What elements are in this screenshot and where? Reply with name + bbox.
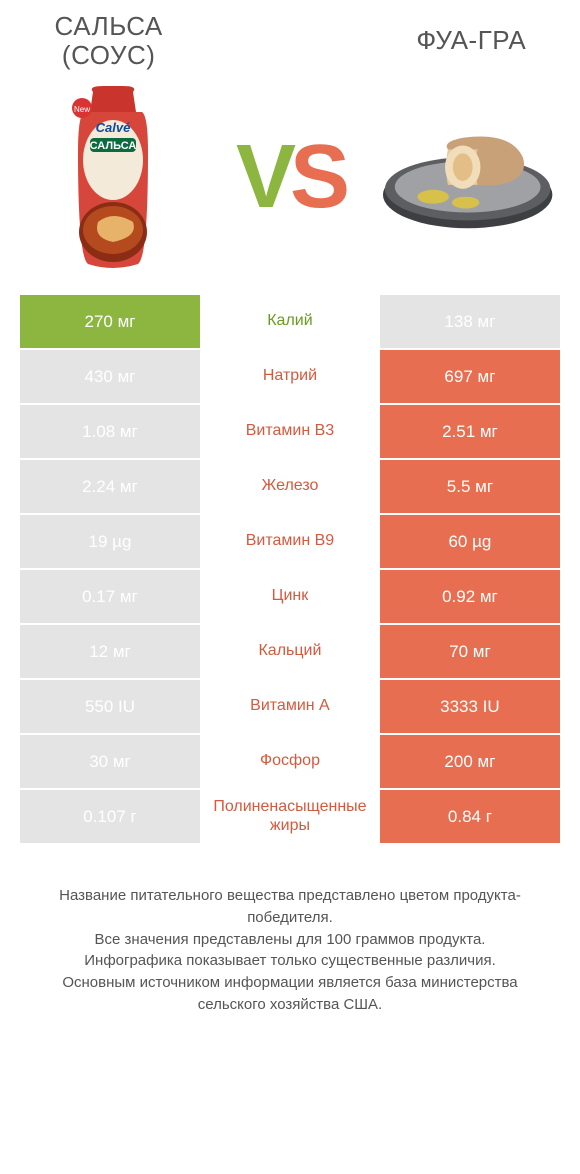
cell-right-value: 2.51 мг	[380, 405, 560, 460]
cell-left-value: 1.08 мг	[20, 405, 200, 460]
cell-left-value: 270 мг	[20, 295, 200, 350]
cell-left-value: 2.24 мг	[20, 460, 200, 515]
table-row: 0.17 мгЦинк0.92 мг	[20, 570, 560, 625]
vs-text: VS	[236, 132, 344, 222]
cell-right-value: 697 мг	[380, 350, 560, 405]
table-row: 0.107 гПолиненасыщенные жиры0.84 г	[20, 790, 560, 845]
title-left-line2: (СОУС)	[18, 41, 199, 70]
table-row: 30 мгФосфор200 мг	[20, 735, 560, 790]
cell-nutrient-label: Натрий	[200, 350, 380, 405]
cell-left-value: 0.107 г	[20, 790, 200, 845]
cell-right-value: 138 мг	[380, 295, 560, 350]
table-row: 430 мгНатрий697 мг	[20, 350, 560, 405]
cell-right-value: 70 мг	[380, 625, 560, 680]
cell-nutrient-label: Цинк	[200, 570, 380, 625]
cell-left-value: 0.17 мг	[20, 570, 200, 625]
header-row: САЛЬСА (СОУС) ФУА-ГРА	[0, 0, 580, 75]
cell-nutrient-label: Калий	[200, 295, 380, 350]
cell-right-value: 5.5 мг	[380, 460, 560, 515]
salsa-pouch-icon: САЛЬСА Calvé New	[58, 82, 168, 272]
infographic-root: САЛЬСА (СОУС) ФУА-ГРА САЛЬСА Calvé New	[0, 0, 580, 1046]
cell-right-value: 0.84 г	[380, 790, 560, 845]
cell-right-value: 60 µg	[380, 515, 560, 570]
cell-right-value: 200 мг	[380, 735, 560, 790]
table-row: 1.08 мгВитамин B32.51 мг	[20, 405, 560, 460]
cell-right-value: 3333 IU	[380, 680, 560, 735]
cell-left-value: 19 µg	[20, 515, 200, 570]
cell-left-value: 550 IU	[20, 680, 200, 735]
footer-line-2: Все значения представлены для 100 граммо…	[30, 929, 550, 951]
table-row: 2.24 мгЖелезо5.5 мг	[20, 460, 560, 515]
svg-text:САЛЬСА: САЛЬСА	[89, 140, 136, 152]
table-row: 12 мгКальций70 мг	[20, 625, 560, 680]
footer-line-3: Инфографика показывает только существенн…	[30, 950, 550, 972]
cell-nutrient-label: Полиненасыщенные жиры	[200, 790, 380, 845]
vs-box: VS	[201, 132, 378, 222]
table-row: 550 IUВитамин A3333 IU	[20, 680, 560, 735]
cell-nutrient-label: Витамин A	[200, 680, 380, 735]
footer-line-1: Название питательного вещества представл…	[30, 885, 550, 929]
title-right-text: ФУА-ГРА	[416, 25, 526, 55]
product-image-left: САЛЬСА Calvé New	[24, 82, 201, 272]
cell-nutrient-label: Железо	[200, 460, 380, 515]
nutrient-table: 270 мгКалий138 мг430 мгНатрий697 мг1.08 …	[20, 295, 560, 845]
title-right: ФУА-ГРА	[381, 12, 562, 55]
title-left-line1: САЛЬСА	[55, 11, 163, 41]
footer-line-4: Основным источником информации является …	[30, 972, 550, 1016]
cell-left-value: 12 мг	[20, 625, 200, 680]
svg-text:New: New	[74, 105, 90, 114]
vs-letter-s: S	[290, 127, 344, 227]
table-row: 270 мгКалий138 мг	[20, 295, 560, 350]
title-left: САЛЬСА (СОУС)	[18, 12, 199, 69]
cell-nutrient-label: Витамин B9	[200, 515, 380, 570]
foie-gras-plate-icon	[379, 117, 556, 237]
table-row: 19 µgВитамин B960 µg	[20, 515, 560, 570]
cell-left-value: 430 мг	[20, 350, 200, 405]
cell-nutrient-label: Витамин B3	[200, 405, 380, 460]
vs-letter-v: V	[236, 127, 290, 227]
product-image-right	[379, 117, 556, 237]
cell-left-value: 30 мг	[20, 735, 200, 790]
cell-nutrient-label: Фосфор	[200, 735, 380, 790]
hero-row: САЛЬСА Calvé New VS	[0, 75, 580, 295]
cell-right-value: 0.92 мг	[380, 570, 560, 625]
footer-text: Название питательного вещества представл…	[20, 885, 560, 1046]
cell-nutrient-label: Кальций	[200, 625, 380, 680]
svg-text:Calvé: Calvé	[95, 120, 130, 135]
